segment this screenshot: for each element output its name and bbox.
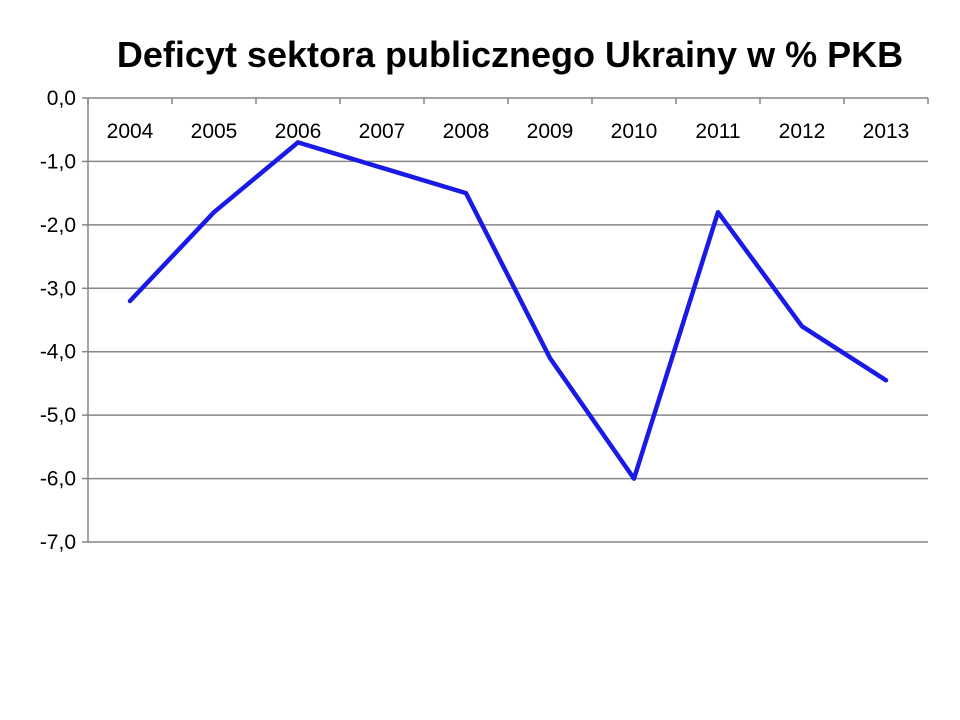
y-tick-label: -2,0 bbox=[40, 214, 76, 237]
y-tick-label: -6,0 bbox=[40, 468, 76, 491]
x-tick-label: 2011 bbox=[695, 120, 740, 143]
y-tick-label: -3,0 bbox=[40, 277, 76, 300]
y-tick-label: 0,0 bbox=[47, 87, 76, 110]
y-tick-label: -5,0 bbox=[40, 404, 76, 427]
x-tick-label: 2006 bbox=[275, 120, 322, 143]
y-tick-label: -4,0 bbox=[40, 341, 76, 364]
x-tick-label: 2007 bbox=[359, 120, 406, 143]
x-tick-label: 2013 bbox=[863, 120, 910, 143]
x-tick-label: 2010 bbox=[611, 120, 658, 143]
x-tick-label: 2004 bbox=[107, 120, 154, 143]
series-line bbox=[127, 140, 889, 481]
x-tick-label: 2012 bbox=[779, 120, 826, 143]
x-tick-label: 2005 bbox=[191, 120, 238, 143]
y-tick-label: -7,0 bbox=[40, 531, 76, 554]
x-tick-label: 2008 bbox=[443, 120, 490, 143]
x-tick-label: 2009 bbox=[527, 120, 574, 143]
y-tick-label: -1,0 bbox=[40, 150, 76, 173]
chart-title: Deficyt sektora publicznego Ukrainy w % … bbox=[116, 34, 904, 75]
